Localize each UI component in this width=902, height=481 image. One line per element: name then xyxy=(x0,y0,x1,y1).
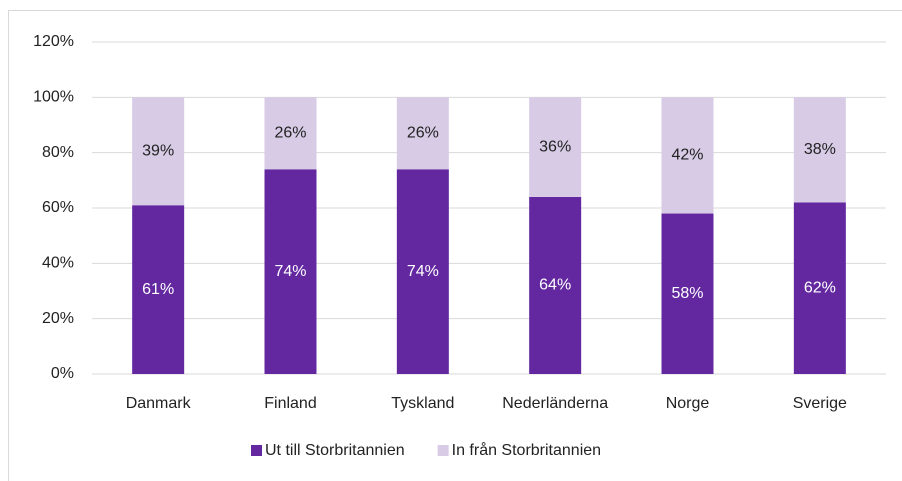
data-label: 42% xyxy=(671,147,703,164)
legend-label: In från Storbritannien xyxy=(452,441,601,459)
y-tick-label: 120% xyxy=(33,33,74,50)
chart-border xyxy=(8,10,902,481)
data-label: 38% xyxy=(804,141,836,158)
bar-segment xyxy=(132,205,185,374)
x-tick-label: Danmark xyxy=(126,395,192,412)
legend-swatch xyxy=(251,445,262,456)
legend-swatch xyxy=(437,445,449,456)
data-label: 62% xyxy=(804,279,836,296)
bar-segment xyxy=(793,97,846,203)
y-tick-label: 0% xyxy=(51,365,74,382)
data-label: 39% xyxy=(142,143,174,160)
x-tick-label: Tyskland xyxy=(391,395,454,412)
bar-segment xyxy=(793,202,846,374)
x-tick-label: Nederländerna xyxy=(502,395,608,412)
y-tick-label: 20% xyxy=(42,310,74,327)
data-label: 36% xyxy=(539,138,571,155)
data-label: 26% xyxy=(407,125,439,142)
y-tick-label: 40% xyxy=(42,255,74,272)
data-label: 64% xyxy=(539,277,571,294)
x-tick-label: Finland xyxy=(264,395,316,412)
bar-segment xyxy=(396,97,449,170)
data-label: 74% xyxy=(407,263,439,280)
bar-segment xyxy=(264,169,317,374)
bar-segment xyxy=(661,213,714,374)
bar-segment xyxy=(529,97,582,197)
y-tick-label: 60% xyxy=(42,199,74,216)
x-tick-label: Sverige xyxy=(793,395,847,412)
bar-segment xyxy=(396,169,449,374)
bar-segment xyxy=(132,97,185,206)
y-tick-label: 80% xyxy=(42,144,74,161)
bar-segment xyxy=(529,196,582,374)
y-tick-label: 100% xyxy=(33,89,74,106)
bar-segment xyxy=(264,97,317,170)
data-label: 26% xyxy=(274,125,306,142)
data-label: 61% xyxy=(142,281,174,298)
data-label: 74% xyxy=(274,263,306,280)
legend-label: Ut till Storbritannien xyxy=(265,442,405,459)
bar-segment xyxy=(661,97,714,214)
x-tick-label: Norge xyxy=(666,395,710,412)
data-label: 58% xyxy=(671,285,703,302)
